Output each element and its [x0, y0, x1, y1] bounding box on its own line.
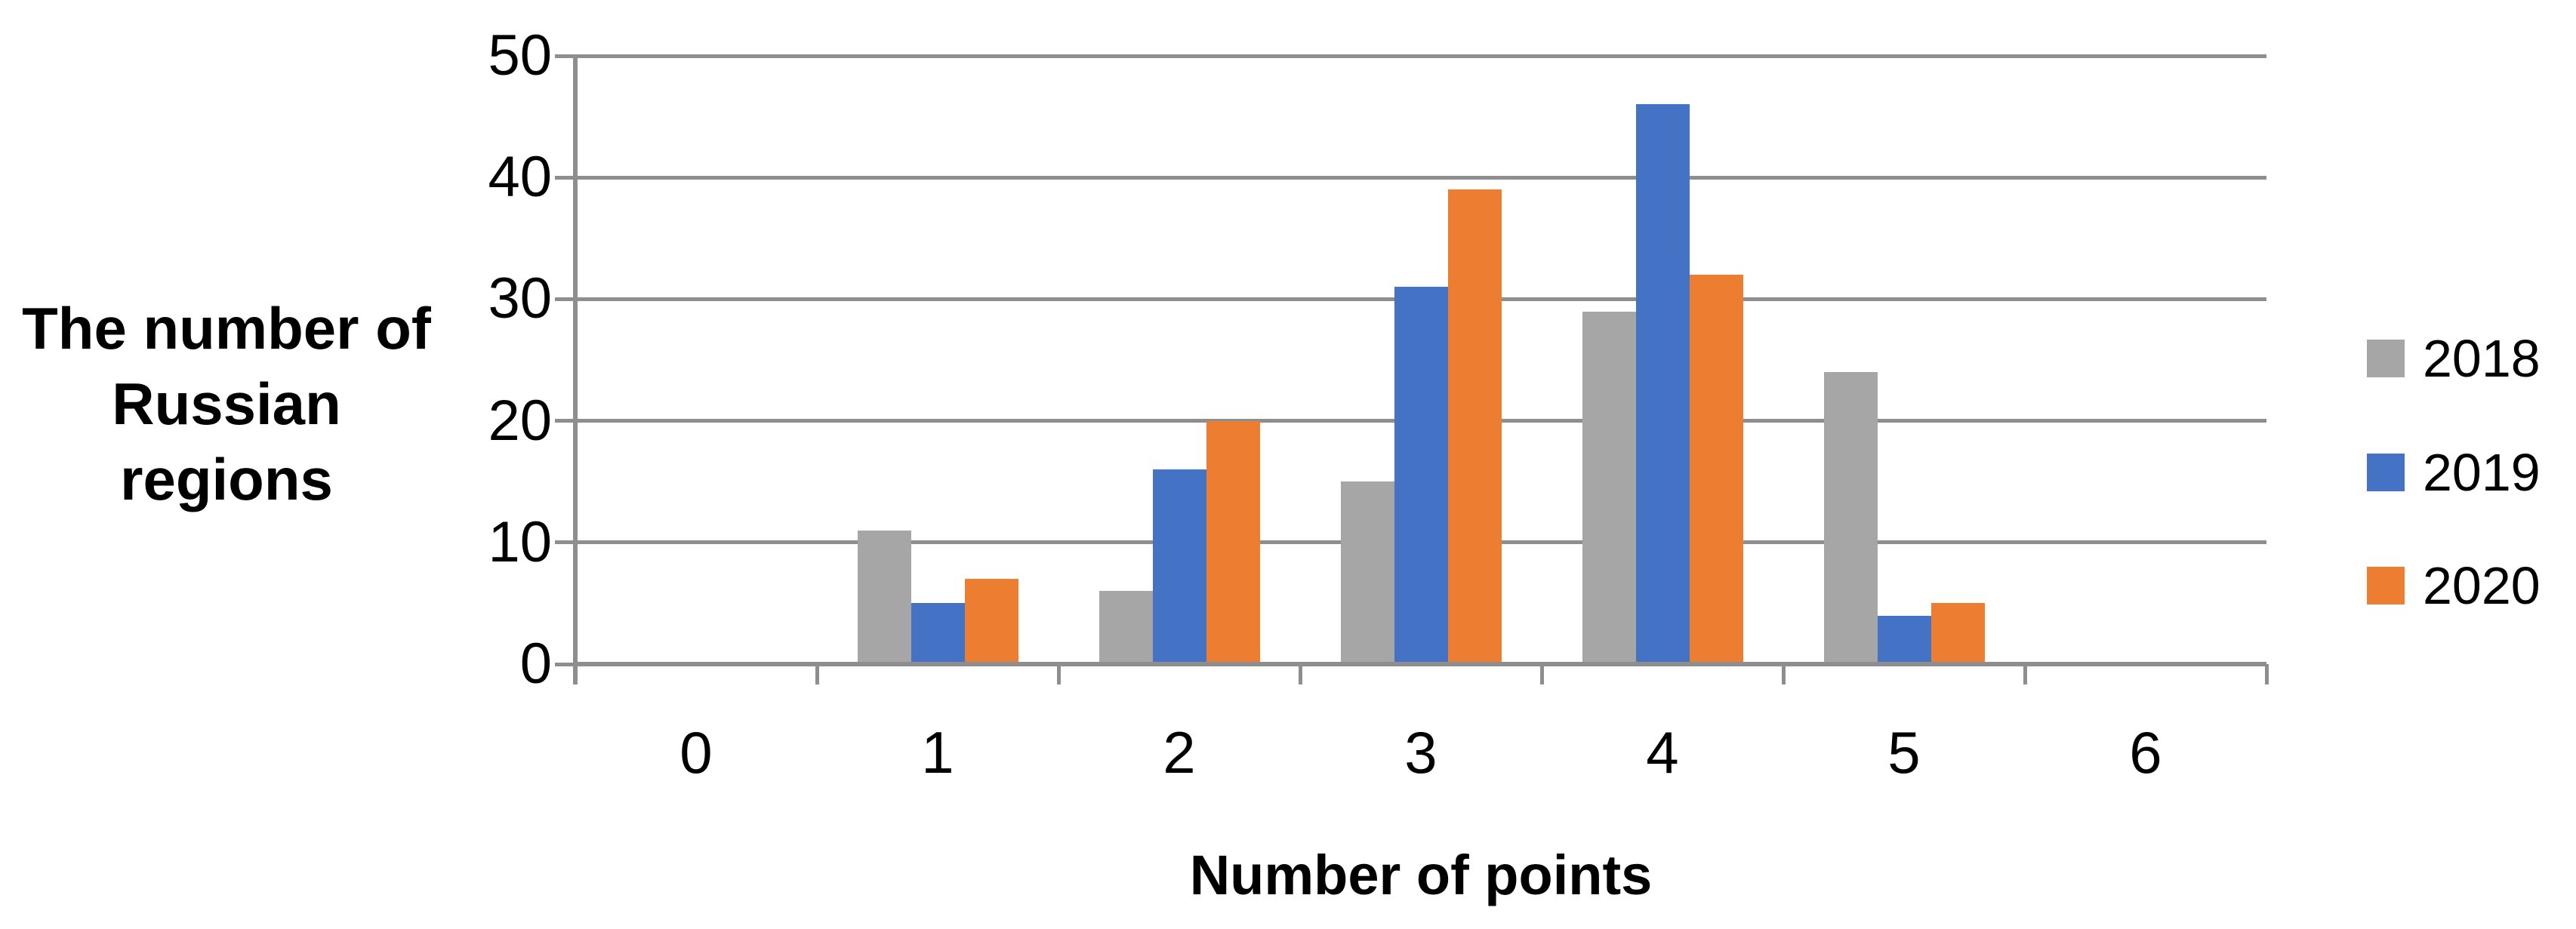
y-tick — [555, 175, 575, 180]
x-tick-label: 3 — [1404, 719, 1437, 786]
y-tick-label: 40 — [488, 145, 552, 210]
bar-2018-cat4 — [1582, 311, 1636, 664]
legend-label-2018: 2018 — [2423, 329, 2541, 388]
y-tick-label: 10 — [488, 509, 552, 574]
y-tick — [555, 54, 575, 58]
gridline — [575, 54, 2266, 58]
bar-2020-cat2 — [1206, 420, 1260, 664]
bar-2020-cat3 — [1447, 189, 1502, 664]
legend-item-2019: 2019 — [2367, 435, 2541, 510]
bar-2019-cat5 — [1877, 615, 1931, 664]
x-axis-line — [575, 662, 2266, 666]
x-tick — [2264, 664, 2269, 684]
legend-swatch-2018 — [2367, 340, 2405, 377]
x-tick — [1298, 664, 1302, 684]
legend-item-2020: 2020 — [2367, 548, 2541, 623]
y-tick — [555, 540, 575, 545]
bar-2019-cat4 — [1635, 104, 1690, 664]
bar-2018-cat1 — [857, 530, 911, 664]
bar-2018-cat2 — [1098, 591, 1153, 664]
legend-label-2020: 2020 — [2423, 556, 2541, 615]
y-tick — [555, 297, 575, 301]
bar-2019-cat3 — [1394, 287, 1448, 664]
x-tick — [1539, 664, 1544, 684]
x-tick — [1781, 664, 1786, 684]
bar-2018-cat5 — [1823, 372, 1878, 664]
legend-swatch-2019 — [2367, 454, 2405, 491]
legend-item-2018: 2018 — [2367, 321, 2541, 396]
legend-swatch-2020 — [2367, 567, 2405, 604]
bar-2020-cat5 — [1930, 603, 1985, 664]
x-tick-label: 5 — [1887, 719, 1921, 786]
x-tick — [573, 664, 578, 684]
legend-label-2019: 2019 — [2423, 443, 2541, 502]
x-axis-title: Number of points — [1189, 844, 1653, 906]
x-tick — [815, 664, 819, 684]
bar-2019-cat1 — [911, 603, 965, 664]
y-axis-title-line1: The number of — [22, 295, 431, 361]
x-tick-label: 6 — [2129, 719, 2162, 786]
y-tick-label: 20 — [488, 388, 552, 453]
bar-2020-cat4 — [1689, 275, 1743, 664]
y-tick-label: 0 — [519, 632, 552, 696]
y-axis-title: The number of Russian regions — [8, 291, 445, 517]
x-tick — [2023, 664, 2027, 684]
y-tick-label: 50 — [488, 23, 552, 88]
x-tick-label: 1 — [921, 719, 954, 786]
x-tick-label: 2 — [1163, 719, 1196, 786]
y-axis-title-line2: Russian regions — [112, 371, 341, 512]
y-tick — [555, 662, 575, 666]
x-tick — [1056, 664, 1061, 684]
x-tick-label: 0 — [679, 719, 713, 786]
y-tick-label: 30 — [488, 266, 552, 331]
bar-2018-cat3 — [1340, 481, 1394, 664]
gridline — [575, 175, 2266, 180]
y-tick — [555, 419, 575, 423]
bar-2020-cat1 — [964, 579, 1018, 664]
x-tick-label: 4 — [1646, 719, 1679, 786]
bar-2019-cat2 — [1152, 469, 1206, 664]
y-axis-line — [573, 56, 578, 684]
